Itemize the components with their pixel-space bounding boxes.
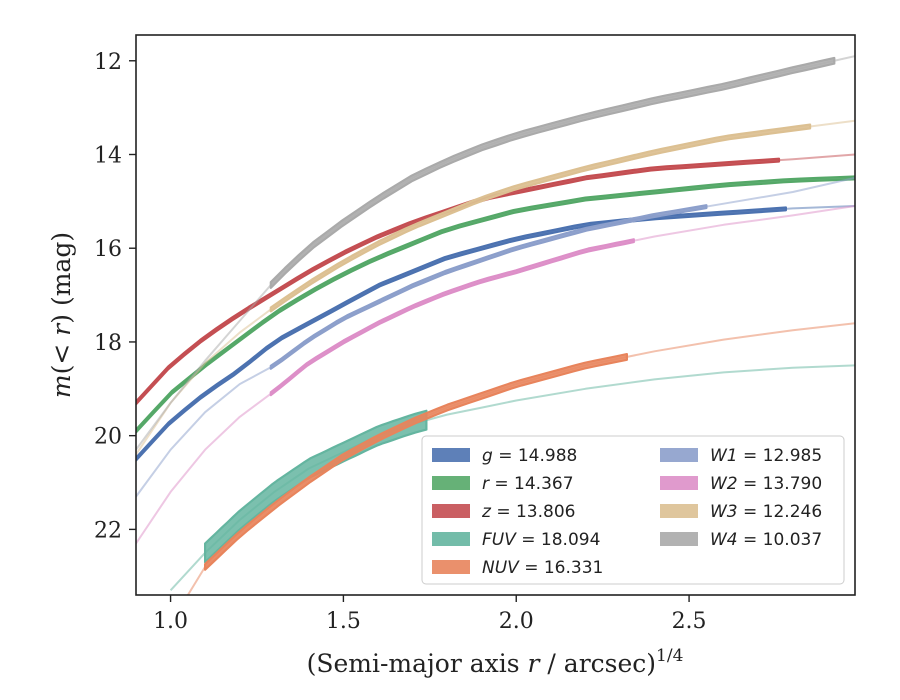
legend-item-nuv: NUV = 16.331 <box>432 558 603 578</box>
y-tick-label: 16 <box>94 237 122 262</box>
g-series <box>136 205 855 462</box>
x-axis-label: (Semi-major axis r / arcsec)1/4 <box>307 646 684 678</box>
legend-label: FUV = 18.094 <box>482 530 600 550</box>
x-tick-label: 1.0 <box>153 609 188 634</box>
y-tick-label: 20 <box>94 425 122 450</box>
legend-item-w3: W3 = 12.246 <box>660 502 822 522</box>
legend-label: W3 = 12.246 <box>710 502 822 522</box>
legend-item-w1: W1 = 12.985 <box>660 446 822 466</box>
legend-label: W2 = 13.790 <box>710 474 822 494</box>
g-band <box>136 206 788 462</box>
plot-frame <box>135 34 856 596</box>
w1-band <box>269 204 708 370</box>
legend-swatch <box>432 448 470 462</box>
legend-item-fuv: FUV = 18.094 <box>432 530 600 550</box>
legend: g = 14.988 r = 14.367 z = 13.806 FUV = 18.0… <box>421 435 845 585</box>
w2-series <box>136 205 855 545</box>
w3-band <box>269 123 812 313</box>
nuv-band <box>204 353 629 571</box>
legend-swatch <box>660 532 698 546</box>
legend-item-g: g = 14.988 <box>432 446 577 466</box>
legend-label: z = 13.806 <box>481 502 575 522</box>
legend-swatch <box>660 476 698 490</box>
legend-swatch <box>432 476 470 490</box>
x-tick-label: 1.5 <box>326 609 361 634</box>
legend-item-w4: W4 = 10.037 <box>660 530 822 550</box>
series-layer <box>136 55 855 595</box>
legend-swatch <box>432 560 470 574</box>
y-tick-label: 12 <box>94 50 122 75</box>
ticks-layer: 1.0 1.5 2.0 2.5 12 14 16 18 20 22 <box>94 50 707 634</box>
y-tick-label: 18 <box>94 331 122 356</box>
legend-label: W4 = 10.037 <box>710 530 822 550</box>
legend-item-r: r = 14.367 <box>432 474 574 494</box>
legend-item-w2: W2 = 13.790 <box>660 474 822 494</box>
w3-series <box>136 119 855 455</box>
w4-band <box>269 56 836 289</box>
legend-label: g = 14.988 <box>482 446 577 466</box>
w2-band <box>269 238 635 397</box>
legend-item-z: z = 13.806 <box>432 502 575 522</box>
y-tick-label: 22 <box>94 518 122 543</box>
nuv-series <box>187 322 855 595</box>
legend-label: W1 = 12.985 <box>710 446 822 466</box>
y-tick-label: 14 <box>94 143 122 168</box>
w4-series <box>136 55 855 451</box>
x-tick-label: 2.5 <box>672 609 707 634</box>
legend-swatch <box>660 448 698 462</box>
y-axis-label: m(< r) (mag) <box>47 232 76 398</box>
legend-swatch <box>432 504 470 518</box>
r-series <box>136 175 855 434</box>
legend-label: r = 14.367 <box>482 474 574 494</box>
legend-label: NUV = 16.331 <box>482 558 603 578</box>
r-band <box>136 175 855 434</box>
legend-box <box>421 435 845 585</box>
x-tick-label: 2.0 <box>499 609 534 634</box>
legend-swatch <box>660 504 698 518</box>
w1-series <box>136 176 855 498</box>
legend-swatch <box>432 532 470 546</box>
